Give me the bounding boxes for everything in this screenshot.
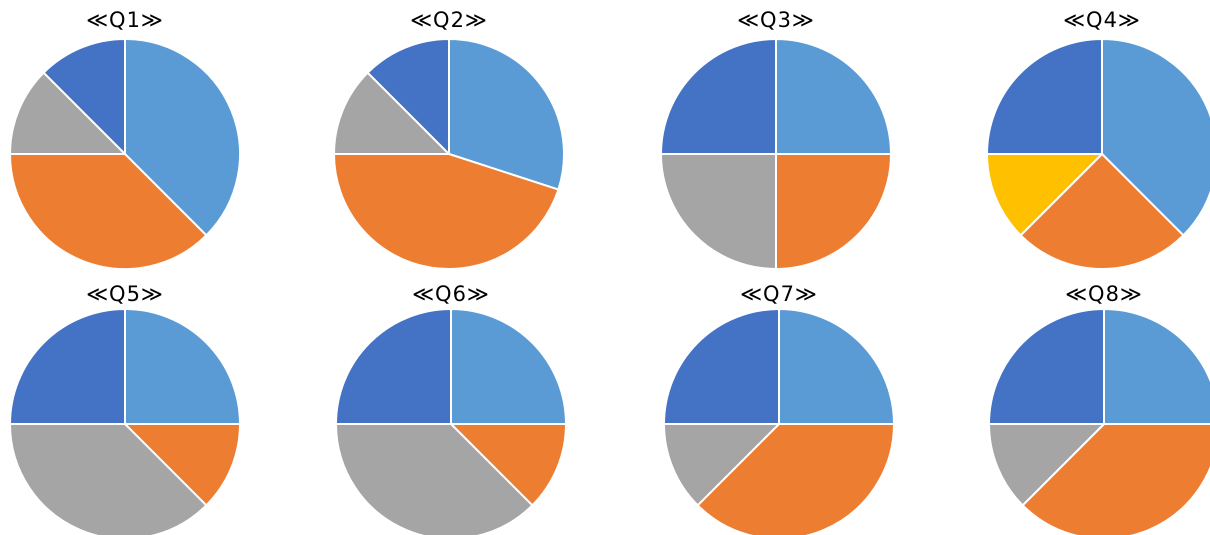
pie-q1-slice-e — [42, 38, 126, 155]
pie-q2 — [333, 38, 565, 270]
pie-q5-slice-b — [124, 423, 241, 507]
pie-q1-slice-a — [124, 38, 241, 237]
pie-title-q5: ≪Q5≫ — [86, 282, 164, 306]
pie-q8-slice-b — [1021, 423, 1210, 535]
pie-q4-slice-e — [986, 38, 1103, 155]
pie-q8-slice-a — [1103, 308, 1210, 425]
pie-q5-slice-e — [9, 308, 126, 425]
pie-q3-slice-a — [775, 38, 892, 155]
pie-title-q1: ≪Q1≫ — [86, 8, 164, 32]
pie-q3 — [660, 38, 892, 270]
pie-q8-slice-c — [988, 423, 1105, 507]
pie-q7-slice-a — [778, 308, 895, 425]
pie-q5 — [9, 308, 241, 535]
pie-q4-slice-d — [986, 153, 1103, 237]
pie-q1-slice-c — [9, 71, 126, 155]
pie-q6-slice-b — [450, 423, 567, 507]
pie-title-q8: ≪Q8≫ — [1065, 282, 1143, 306]
pie-q3-slice-e — [660, 38, 777, 155]
pie-q7-slice-b — [696, 423, 895, 535]
pie-q7-slice-e — [663, 308, 780, 425]
pie-q8-slice-e — [988, 308, 1105, 425]
pie-q4-slice-b — [1019, 153, 1185, 270]
pie-q2-slice-a — [448, 38, 565, 191]
pie-q1 — [9, 38, 241, 270]
pie-title-q4: ≪Q4≫ — [1063, 8, 1141, 32]
pie-q6-slice-a — [450, 308, 567, 425]
pie-q6-slice-c — [335, 423, 534, 535]
pie-title-q7: ≪Q7≫ — [740, 282, 818, 306]
pie-q7-slice-c — [663, 423, 780, 507]
pie-title-q2: ≪Q2≫ — [410, 8, 488, 32]
pie-q7 — [663, 308, 895, 535]
pie-q8 — [988, 308, 1210, 535]
pie-q4-slice-a — [1101, 38, 1210, 237]
pie-q2-slice-e — [366, 38, 450, 155]
pie-q5-slice-a — [124, 308, 241, 425]
pie-q1-slice-b — [9, 153, 208, 270]
pie-title-q6: ≪Q6≫ — [412, 282, 490, 306]
pie-q5-slice-c — [9, 423, 208, 535]
pie-q3-slice-c — [660, 153, 777, 270]
pie-q2-slice-c — [333, 71, 450, 155]
pie-q6 — [335, 308, 567, 535]
pie-q2-slice-b — [333, 153, 560, 270]
pie-q3-slice-b — [775, 153, 892, 270]
pie-title-q3: ≪Q3≫ — [737, 8, 815, 32]
pie-q6-slice-e — [335, 308, 452, 425]
pie-q4 — [986, 38, 1210, 270]
